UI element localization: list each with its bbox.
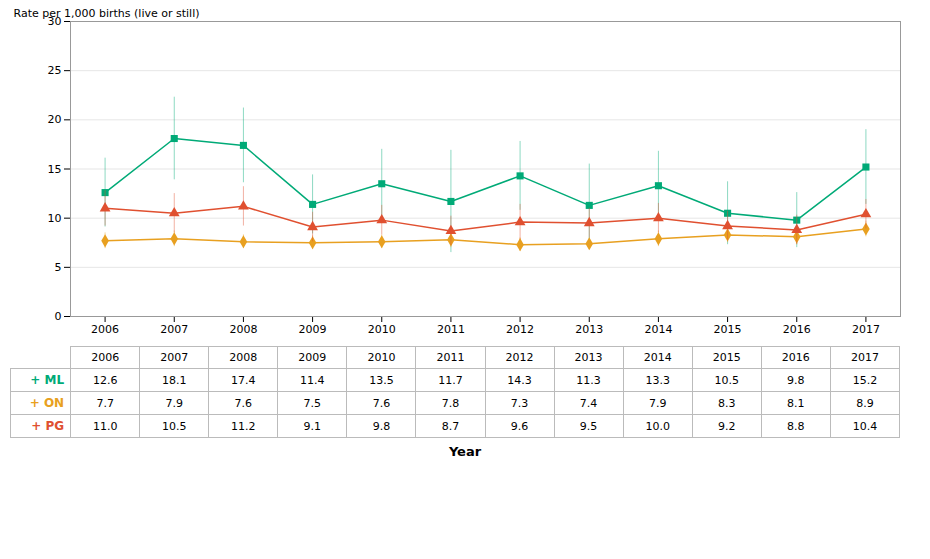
html-text:9.6: 9.6 xyxy=(510,419,529,433)
html-text:7.6: 7.6 xyxy=(372,396,391,410)
html-text:2012: 2012 xyxy=(505,351,534,364)
html-text:Year: Year xyxy=(448,444,482,459)
html-text:7.9: 7.9 xyxy=(648,396,667,410)
html-text:7.6: 7.6 xyxy=(234,396,252,410)
html-text:2006: 2006 xyxy=(91,351,120,364)
svg-text:0: 0 xyxy=(55,310,62,323)
html-text:10.5: 10.5 xyxy=(714,373,739,387)
html-text:+ PG: + PG xyxy=(31,419,65,433)
html-text:10.5: 10.5 xyxy=(162,419,187,433)
html-text:2009: 2009 xyxy=(298,351,327,364)
html-text:7.9: 7.9 xyxy=(165,396,183,410)
svg-text:2006: 2006 xyxy=(91,323,119,336)
svg-text:25: 25 xyxy=(48,64,62,77)
html-text:2015: 2015 xyxy=(712,351,741,364)
html-text:15.2: 15.2 xyxy=(852,373,878,387)
svg-text:2011: 2011 xyxy=(437,323,465,336)
html-text:10.0: 10.0 xyxy=(645,419,670,433)
html-text:13.3: 13.3 xyxy=(645,373,670,387)
svg-text:5: 5 xyxy=(55,261,62,274)
svg-text:2017: 2017 xyxy=(852,323,880,336)
html-text:11.0: 11.0 xyxy=(92,419,118,433)
html-text:18.1: 18.1 xyxy=(162,373,187,387)
html-text:7.3: 7.3 xyxy=(510,396,529,410)
html-text:9.8: 9.8 xyxy=(787,373,805,387)
svg-text:2013: 2013 xyxy=(575,323,603,336)
html-text:7.7: 7.7 xyxy=(96,396,114,410)
html-text:11.2: 11.2 xyxy=(231,419,256,433)
html-text:7.8: 7.8 xyxy=(441,396,460,410)
svg-text:10: 10 xyxy=(48,212,62,225)
html-text:2008: 2008 xyxy=(229,351,258,364)
html-text:+ ML: + ML xyxy=(30,373,65,387)
svg-text:2010: 2010 xyxy=(368,323,396,336)
html-text:9.5: 9.5 xyxy=(579,419,598,433)
html-text:2013: 2013 xyxy=(574,351,603,364)
html-text:9.2: 9.2 xyxy=(718,419,736,433)
svg-text:30: 30 xyxy=(47,15,62,28)
html-text:13.5: 13.5 xyxy=(369,373,394,387)
html-text:11.7: 11.7 xyxy=(438,373,463,387)
html-text:7.4: 7.4 xyxy=(579,396,598,410)
html-text:9.8: 9.8 xyxy=(372,419,391,433)
html-text:2017: 2017 xyxy=(850,351,879,364)
html-text:8.3: 8.3 xyxy=(718,396,736,410)
html-text:2010: 2010 xyxy=(367,351,396,364)
svg-text:2015: 2015 xyxy=(714,323,742,336)
html-text:2014: 2014 xyxy=(643,351,672,364)
html-text:8.8: 8.8 xyxy=(787,419,805,433)
html-text:12.6: 12.6 xyxy=(92,373,118,387)
html-text:9.1: 9.1 xyxy=(303,419,322,433)
svg-text:20: 20 xyxy=(48,113,62,126)
html-text:2011: 2011 xyxy=(436,351,465,364)
html-text:2016: 2016 xyxy=(781,351,810,364)
svg-text:Rate per 1,000 births (live or: Rate per 1,000 births (live or still) xyxy=(14,7,200,20)
html-text:14.3: 14.3 xyxy=(507,373,532,387)
html-text:17.4: 17.4 xyxy=(231,373,256,387)
svg-text:2014: 2014 xyxy=(644,323,672,336)
svg-text:2008: 2008 xyxy=(229,323,257,336)
svg-text:2007: 2007 xyxy=(160,323,188,336)
html-text:8.7: 8.7 xyxy=(441,419,460,433)
html-text:11.4: 11.4 xyxy=(300,373,325,387)
html-text:7.5: 7.5 xyxy=(303,396,322,410)
svg-text:2016: 2016 xyxy=(783,323,811,336)
html-text:8.9: 8.9 xyxy=(856,396,874,410)
html-text:10.4: 10.4 xyxy=(852,419,878,433)
html-text:8.1: 8.1 xyxy=(787,396,805,410)
svg-text:2009: 2009 xyxy=(299,323,327,336)
svg-text:15: 15 xyxy=(48,163,62,176)
svg-text:2012: 2012 xyxy=(506,323,534,336)
html-text:11.3: 11.3 xyxy=(576,373,601,387)
html-text:2007: 2007 xyxy=(160,351,189,364)
html-text:+ ON: + ON xyxy=(29,396,65,410)
